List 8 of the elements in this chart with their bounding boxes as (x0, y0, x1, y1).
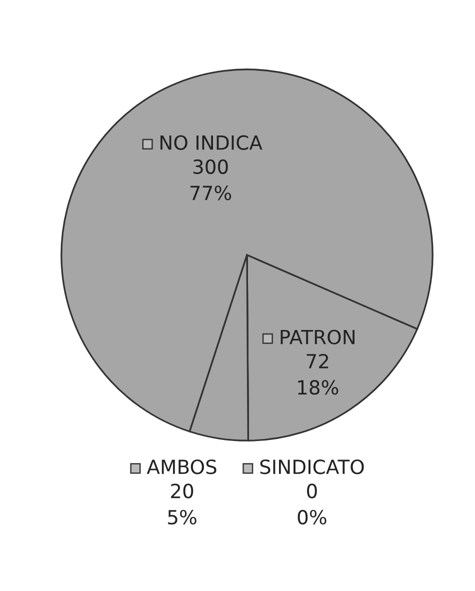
data-label: 20 5% (168, 484, 196, 525)
data-label: 72 18% (298, 354, 338, 395)
slice-label: AMBOS (146, 460, 216, 474)
legend-label: SINDICATO (260, 460, 364, 474)
slice-label: NO INDICA (160, 135, 262, 150)
text: 0 0% (298, 484, 326, 525)
data-label: 300 77% (190, 159, 232, 200)
slice-label: PATRON (280, 330, 354, 344)
